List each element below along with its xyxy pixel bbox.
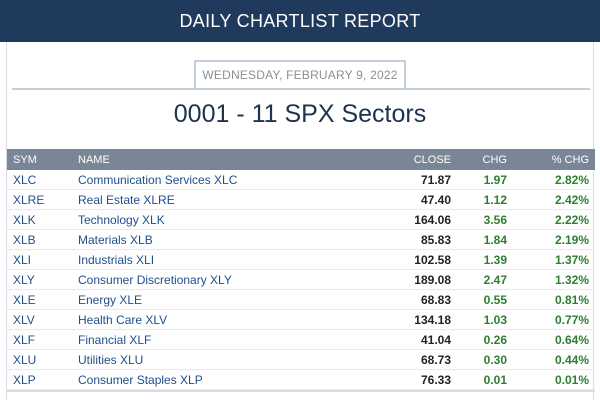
sector-table: SYM NAME CLOSE CHG % CHG XLC Communicatio…: [7, 149, 595, 392]
table-row[interactable]: XLP Consumer Staples XLP 76.33 0.01 0.01%: [7, 370, 595, 390]
table-row[interactable]: XLI Industrials XLI 102.58 1.39 1.37%: [7, 250, 595, 270]
percent-change-value: 0.01%: [554, 372, 589, 387]
change-value: 1.84: [483, 232, 507, 247]
percent-change-value: 0.64%: [554, 332, 589, 347]
table-body: XLC Communication Services XLC 71.87 1.97 2.…: [7, 170, 595, 390]
name-link[interactable]: Real Estate XLRE: [78, 192, 175, 207]
name-link[interactable]: Consumer Staples XLP: [78, 372, 203, 387]
table-row[interactable]: XLU Utilities XLU 68.73 0.30 0.44%: [7, 350, 595, 370]
change-value: 0.26: [483, 332, 507, 347]
change-value: 1.97: [483, 172, 507, 187]
change-value: 0.01: [483, 372, 507, 387]
close-value: 134.18: [414, 312, 451, 327]
report-header-title: DAILY CHARTLIST REPORT: [179, 10, 421, 31]
symbol-link[interactable]: XLP: [13, 372, 36, 387]
column-header-close[interactable]: CLOSE: [413, 153, 451, 166]
table-row[interactable]: XLK Technology XLK 164.06 3.56 2.22%: [7, 210, 595, 230]
percent-change-value: 1.32%: [554, 272, 589, 287]
close-value: 41.04: [420, 332, 451, 347]
change-value: 1.39: [483, 252, 507, 267]
report-date: WEDNESDAY, FEBRUARY 9, 2022: [202, 68, 398, 82]
symbol-link[interactable]: XLC: [13, 172, 37, 187]
table-header: SYM NAME CLOSE CHG % CHG: [7, 149, 595, 170]
percent-change-value: 2.19%: [554, 232, 589, 247]
table-bottom-border: [7, 390, 595, 392]
name-link[interactable]: Energy XLE: [78, 292, 143, 307]
table-row[interactable]: XLY Consumer Discretionary XLY 189.08 2.47 1…: [7, 270, 595, 290]
symbol-link[interactable]: XLF: [13, 332, 36, 347]
close-value: 76.33: [420, 372, 451, 387]
symbol-link[interactable]: XLU: [13, 352, 37, 367]
symbol-link[interactable]: XLI: [13, 252, 32, 267]
close-value: 164.06: [414, 212, 451, 227]
name-link[interactable]: Communication Services XLC: [78, 172, 238, 187]
right-border: [593, 42, 594, 400]
percent-change-value: 1.37%: [554, 252, 589, 267]
table-row[interactable]: XLC Communication Services XLC 71.87 1.97 2.…: [7, 170, 595, 190]
table-row[interactable]: XLE Energy XLE 68.83 0.55 0.81%: [7, 290, 595, 310]
close-value: 85.83: [420, 232, 451, 247]
symbol-link[interactable]: XLE: [13, 292, 36, 307]
percent-change-value: 2.42%: [554, 192, 589, 207]
name-link[interactable]: Utilities XLU: [78, 352, 144, 367]
table-row[interactable]: XLB Materials XLB 85.83 1.84 2.19%: [7, 230, 595, 250]
name-link[interactable]: Technology XLK: [78, 212, 165, 227]
symbol-link[interactable]: XLK: [13, 212, 36, 227]
name-link[interactable]: Industrials XLI: [78, 252, 155, 267]
name-link[interactable]: Health Care XLV: [78, 312, 168, 327]
column-header-sym[interactable]: SYM: [13, 153, 37, 166]
percent-change-value: 0.81%: [554, 292, 589, 307]
table-row[interactable]: XLV Health Care XLV 134.18 1.03 0.77%: [7, 310, 595, 330]
percent-change-value: 2.22%: [554, 212, 589, 227]
column-header-chg[interactable]: CHG: [482, 153, 507, 166]
close-value: 71.87: [420, 172, 451, 187]
table-row[interactable]: XLRE Real Estate XLRE 47.40 1.12 2.42%: [7, 190, 595, 210]
change-value: 3.56: [483, 212, 507, 227]
column-header-pct-chg[interactable]: % CHG: [551, 153, 589, 166]
symbol-link[interactable]: XLRE: [13, 192, 45, 207]
report-date-box: WEDNESDAY, FEBRUARY 9, 2022: [194, 60, 406, 88]
name-link[interactable]: Consumer Discretionary XLY: [78, 272, 232, 287]
close-value: 102.58: [414, 252, 451, 267]
name-link[interactable]: Financial XLF: [78, 332, 152, 347]
table-row[interactable]: XLF Financial XLF 41.04 0.26 0.64%: [7, 330, 595, 350]
percent-change-value: 0.44%: [554, 352, 589, 367]
symbol-link[interactable]: XLY: [13, 272, 35, 287]
change-value: 1.12: [483, 192, 507, 207]
date-divider: [12, 88, 590, 90]
symbol-link[interactable]: XLB: [13, 232, 36, 247]
close-value: 47.40: [420, 192, 451, 207]
percent-change-value: 2.82%: [554, 172, 589, 187]
name-link[interactable]: Materials XLB: [78, 232, 153, 247]
change-value: 2.47: [483, 272, 507, 287]
close-value: 68.73: [420, 352, 451, 367]
change-value: 0.55: [483, 292, 507, 307]
chartlist-title: 0001 - 11 SPX Sectors: [173, 100, 427, 128]
report-header: DAILY CHARTLIST REPORT: [0, 0, 600, 42]
close-value: 189.08: [414, 272, 451, 287]
symbol-link[interactable]: XLV: [13, 312, 35, 327]
close-value: 68.83: [420, 292, 451, 307]
change-value: 0.30: [483, 352, 507, 367]
column-header-name[interactable]: NAME: [78, 153, 110, 166]
left-border: [6, 42, 7, 400]
change-value: 1.03: [483, 312, 507, 327]
percent-change-value: 0.77%: [554, 312, 589, 327]
